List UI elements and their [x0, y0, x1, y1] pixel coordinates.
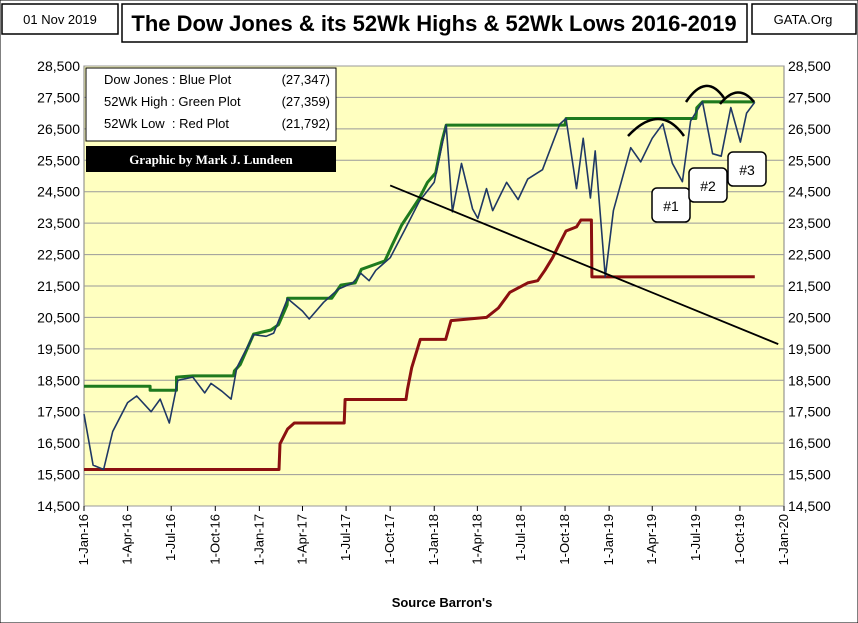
- x-tick-label: 1-Oct-18: [557, 514, 572, 565]
- x-tick-label: 1-Jul-19: [688, 514, 703, 561]
- x-tick-label: 1-Apr-16: [120, 514, 135, 565]
- y-tick-label-right: 27,500: [788, 89, 831, 105]
- x-tick-label: 1-Jul-18: [513, 514, 528, 561]
- y-tick-label-left: 27,500: [37, 89, 80, 105]
- x-tick-label: 1-Oct-16: [207, 514, 222, 565]
- x-axis-label: Source Barron's: [392, 595, 493, 610]
- x-tick-label: 1-Jul-16: [163, 514, 178, 561]
- y-tick-label-right: 24,500: [788, 184, 831, 200]
- y-tick-label-left: 18,500: [37, 372, 80, 388]
- y-tick-label-right: 23,500: [788, 215, 831, 231]
- x-tick-label: 1-Oct-19: [732, 514, 747, 565]
- x-tick-label: 1-Oct-17: [382, 514, 397, 565]
- date-box: [1, 3, 119, 35]
- y-tick-label-right: 22,500: [788, 247, 831, 263]
- legend-low-label: 52Wk Low : Red Plot: [104, 116, 229, 131]
- y-tick-label-right: 26,500: [788, 121, 831, 137]
- x-tick-label: 1-Apr-18: [469, 514, 484, 565]
- pattern-arc-2: [684, 84, 726, 103]
- series-dow-line: [83, 101, 756, 471]
- x-tick-label: 1-Apr-19: [644, 514, 659, 565]
- y-tick-label-right: 25,500: [788, 152, 831, 168]
- chart-title: The Dow Jones & its 52Wk Highs & 52Wk Lo…: [131, 11, 736, 36]
- y-tick-label-right: 14,500: [788, 498, 831, 514]
- legend-dow-label: Dow Jones : Blue Plot: [104, 72, 232, 87]
- y-tick-label-right: 21,500: [788, 278, 831, 294]
- legend-dow-value: (27,347): [282, 72, 330, 87]
- y-tick-label-left: 20,500: [37, 309, 80, 325]
- y-tick-label-left: 22,500: [37, 247, 80, 263]
- source-box: [751, 3, 857, 35]
- y-tick-label-right: 20,500: [788, 309, 831, 325]
- x-tick-label: 1-Jan-18: [426, 514, 441, 565]
- y-tick-label-left: 19,500: [37, 341, 80, 357]
- x-axis: 1-Jan-16 1-Apr-16 1-Jul-16 1-Oct-16 1-Jan-17…: [76, 506, 791, 565]
- marker-3-box: [727, 151, 767, 187]
- y-tick-label-right: 18,500: [788, 372, 831, 388]
- y-tick-label-right: 16,500: [788, 435, 831, 451]
- date-label: 01 Nov 2019: [23, 12, 97, 27]
- legend-high-label: 52Wk High : Green Plot: [104, 94, 241, 109]
- x-tick-label: 1-Jan-16: [76, 514, 91, 565]
- y-tick-label-left: 25,500: [37, 152, 80, 168]
- y-tick-label-left: 14,500: [37, 498, 80, 514]
- marker-1-box: [651, 187, 691, 223]
- marker-2-label: #2: [700, 178, 716, 194]
- y-tick-label-right: 17,500: [788, 404, 831, 420]
- y-tick-label-left: 26,500: [37, 121, 80, 137]
- y-tick-label-right: 15,500: [788, 467, 831, 483]
- marker-2-box: [688, 167, 728, 203]
- y-tick-label-right: 19,500: [788, 341, 831, 357]
- title-box: [121, 3, 748, 43]
- y-tick-label-left: 23,500: [37, 215, 80, 231]
- y-axis-right: 14,500 15,500 16,500 17,500 18,500 19,500 20,5…: [788, 58, 831, 514]
- y-tick-label-left: 16,500: [37, 435, 80, 451]
- y-tick-label-left: 17,500: [37, 404, 80, 420]
- y-tick-label-right: 28,500: [788, 58, 831, 74]
- source-label: GATA.Org: [774, 12, 833, 27]
- credit-label: Graphic by Mark J. Lundeen: [129, 152, 293, 167]
- pattern-arc-3: [719, 91, 755, 105]
- y-axis-left: 14,500 15,500 16,500 17,500 18,500 19,500 20,5…: [37, 58, 80, 514]
- legend-high-value: (27,359): [282, 94, 330, 109]
- x-tick-label: 1-Jan-20: [776, 514, 791, 565]
- x-tick-label: 1-Jan-19: [601, 514, 616, 565]
- y-tick-label-left: 24,500: [37, 184, 80, 200]
- series-52wk-low-line: [84, 218, 755, 471]
- y-tick-label-left: 21,500: [37, 278, 80, 294]
- series-52wk-high-line: [84, 100, 755, 392]
- x-tick-label: 1-Jul-17: [338, 514, 353, 561]
- credit-box: [86, 146, 336, 172]
- marker-1-label: #1: [663, 198, 679, 214]
- x-tick-label: 1-Apr-17: [294, 514, 309, 565]
- marker-3-label: #3: [739, 162, 755, 178]
- y-tick-label-left: 15,500: [37, 467, 80, 483]
- pattern-arc-1: [627, 117, 686, 137]
- legend-low-value: (21,792): [282, 116, 330, 131]
- series-layer: [83, 100, 779, 471]
- x-tick-label: 1-Jan-17: [251, 514, 266, 565]
- legend-box: [85, 67, 337, 142]
- trendline: [389, 184, 779, 345]
- y-tick-label-left: 28,500: [37, 58, 80, 74]
